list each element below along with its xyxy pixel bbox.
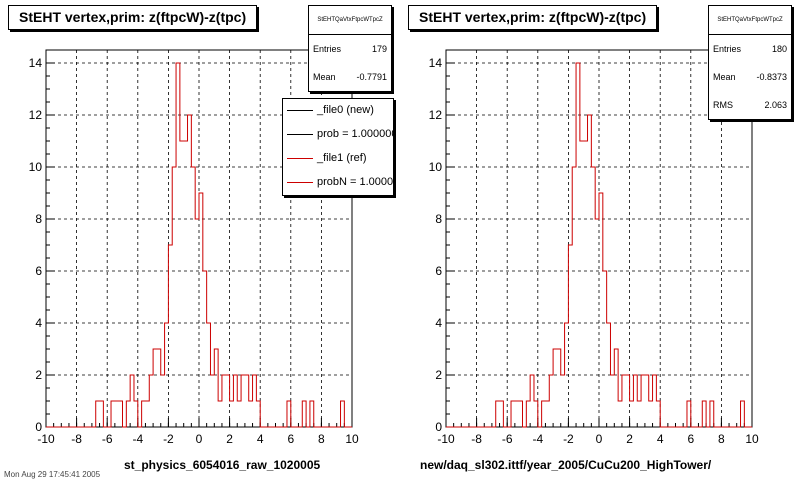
right-y-tick-label: 10: [429, 160, 443, 174]
right-y-tick-label: 14: [429, 56, 443, 70]
footer-timestamp: Mon Aug 29 17:45:41 2005: [4, 470, 101, 479]
left-mean-value: -0.7791: [356, 72, 387, 82]
legend-item-probn: probN = 1.000000: [283, 171, 393, 195]
legend-item-file1: _file1 (ref): [283, 147, 393, 171]
right-x-tick-label: -10: [437, 432, 455, 446]
left-y-tick-label: 0: [35, 420, 42, 434]
right-x-tick-label: -6: [502, 432, 513, 446]
left-entries-value: 179: [371, 44, 387, 54]
left-x-tick-label: -8: [71, 432, 82, 446]
right-pad: -10 -8 -6 -4 -2 0 2 4 6 8 10 0 2 4 6 8 10 12 14 StEHT vert…: [400, 0, 800, 480]
right-mean-label: Mean: [713, 72, 736, 82]
left-x-tick-label: 8: [318, 432, 325, 446]
left-y-tick-label: 8: [35, 212, 42, 226]
left-histogram-line: [46, 62, 352, 428]
left-stats-name: StEHTQaVtxFtpcWTpcZ: [309, 6, 391, 35]
right-rms-value: 2.063: [764, 100, 787, 110]
left-x-tick-label: 6: [287, 432, 294, 446]
right-y-tick-label: 12: [429, 108, 443, 122]
right-stats-box: StEHTQaVtxFtpcWTpcZ Entries 180 Mean -0.83…: [708, 5, 792, 120]
left-pad: -10 -8 -6 -4 -2 0 2 4 6 8 10 0 2 4 6 8 10 12 14 StEHT vert…: [4, 5, 394, 479]
right-entries-label: Entries: [713, 44, 742, 54]
legend-label-file1: _file1 (ref): [317, 152, 367, 164]
right-x-tick-label: 2: [626, 432, 633, 446]
right-x-tick-label: 0: [596, 432, 603, 446]
left-plot-title: StEHT vertex,prim: z(ftpcW)-z(tpc): [8, 5, 258, 30]
left-y-tick-label: 2: [35, 368, 42, 382]
left-x-tick-label: -2: [163, 432, 174, 446]
right-y-tick-label: 0: [435, 420, 442, 434]
left-x-tick-label: -4: [132, 432, 143, 446]
right-x-tick-label: 10: [745, 432, 759, 446]
left-y-tick-label: 14: [29, 56, 43, 70]
left-y-tick-label: 6: [35, 264, 42, 278]
right-histogram-plot: -10 -8 -6 -4 -2 0 2 4 6 8 10 0 2 4 6 8 10 12 14: [429, 49, 759, 446]
right-y-tick-label: 8: [435, 212, 442, 226]
left-entries-label: Entries: [313, 44, 342, 54]
left-x-tick-label: 2: [226, 432, 233, 446]
legend-item-file0: _file0 (new): [283, 99, 393, 123]
right-x-tick-label: 8: [718, 432, 725, 446]
right-entries-value: 180: [771, 44, 787, 54]
right-x-tick-label: -4: [532, 432, 543, 446]
left-mean-label: Mean: [313, 72, 336, 82]
left-x-tick-label: 10: [345, 432, 359, 446]
right-x-tick-label: -2: [563, 432, 574, 446]
left-y-tick-label: 12: [29, 108, 43, 122]
left-x-tick-label: -10: [37, 432, 55, 446]
left-x-tick-label: 0: [196, 432, 203, 446]
right-stats-name: StEHTQaVtxFtpcWTpcZ: [709, 6, 791, 35]
legend-item-prob: prob = 1.000000: [283, 123, 393, 147]
right-plot-title: StEHT vertex,prim: z(ftpcW)-z(tpc): [408, 5, 658, 30]
left-x-tick-label: 4: [257, 432, 264, 446]
right-y-tick-label: 2: [435, 368, 442, 382]
right-x-tick-label: 4: [657, 432, 664, 446]
left-x-axis-title: st_physics_6054016_raw_1020005: [124, 458, 321, 472]
right-y-tick-label: 4: [435, 316, 442, 330]
legend-box: _file0 (new) prob = 1.000000 _file1 (ref…: [282, 98, 394, 196]
left-stats-box: StEHTQaVtxFtpcWTpcZ Entries 179 Mean -0.77…: [308, 5, 392, 92]
left-y-tick-label: 10: [29, 160, 43, 174]
left-y-tick-label: 4: [35, 316, 42, 330]
right-mean-value: -0.8373: [756, 72, 787, 82]
right-x-axis-title: new/daq_sl302.ittf/year_2005/CuCu200_Hig…: [420, 458, 712, 472]
right-histogram-line: [446, 62, 752, 428]
legend-label-probn: probN = 1.000000: [317, 176, 394, 188]
legend-label-prob: prob = 1.000000: [317, 128, 394, 140]
right-x-tick-label: -8: [471, 432, 482, 446]
legend-label-file0: _file0 (new): [317, 104, 374, 116]
right-rms-label: RMS: [713, 100, 733, 110]
right-x-tick-label: 6: [687, 432, 694, 446]
right-y-tick-label: 6: [435, 264, 442, 278]
left-x-tick-label: -6: [102, 432, 113, 446]
